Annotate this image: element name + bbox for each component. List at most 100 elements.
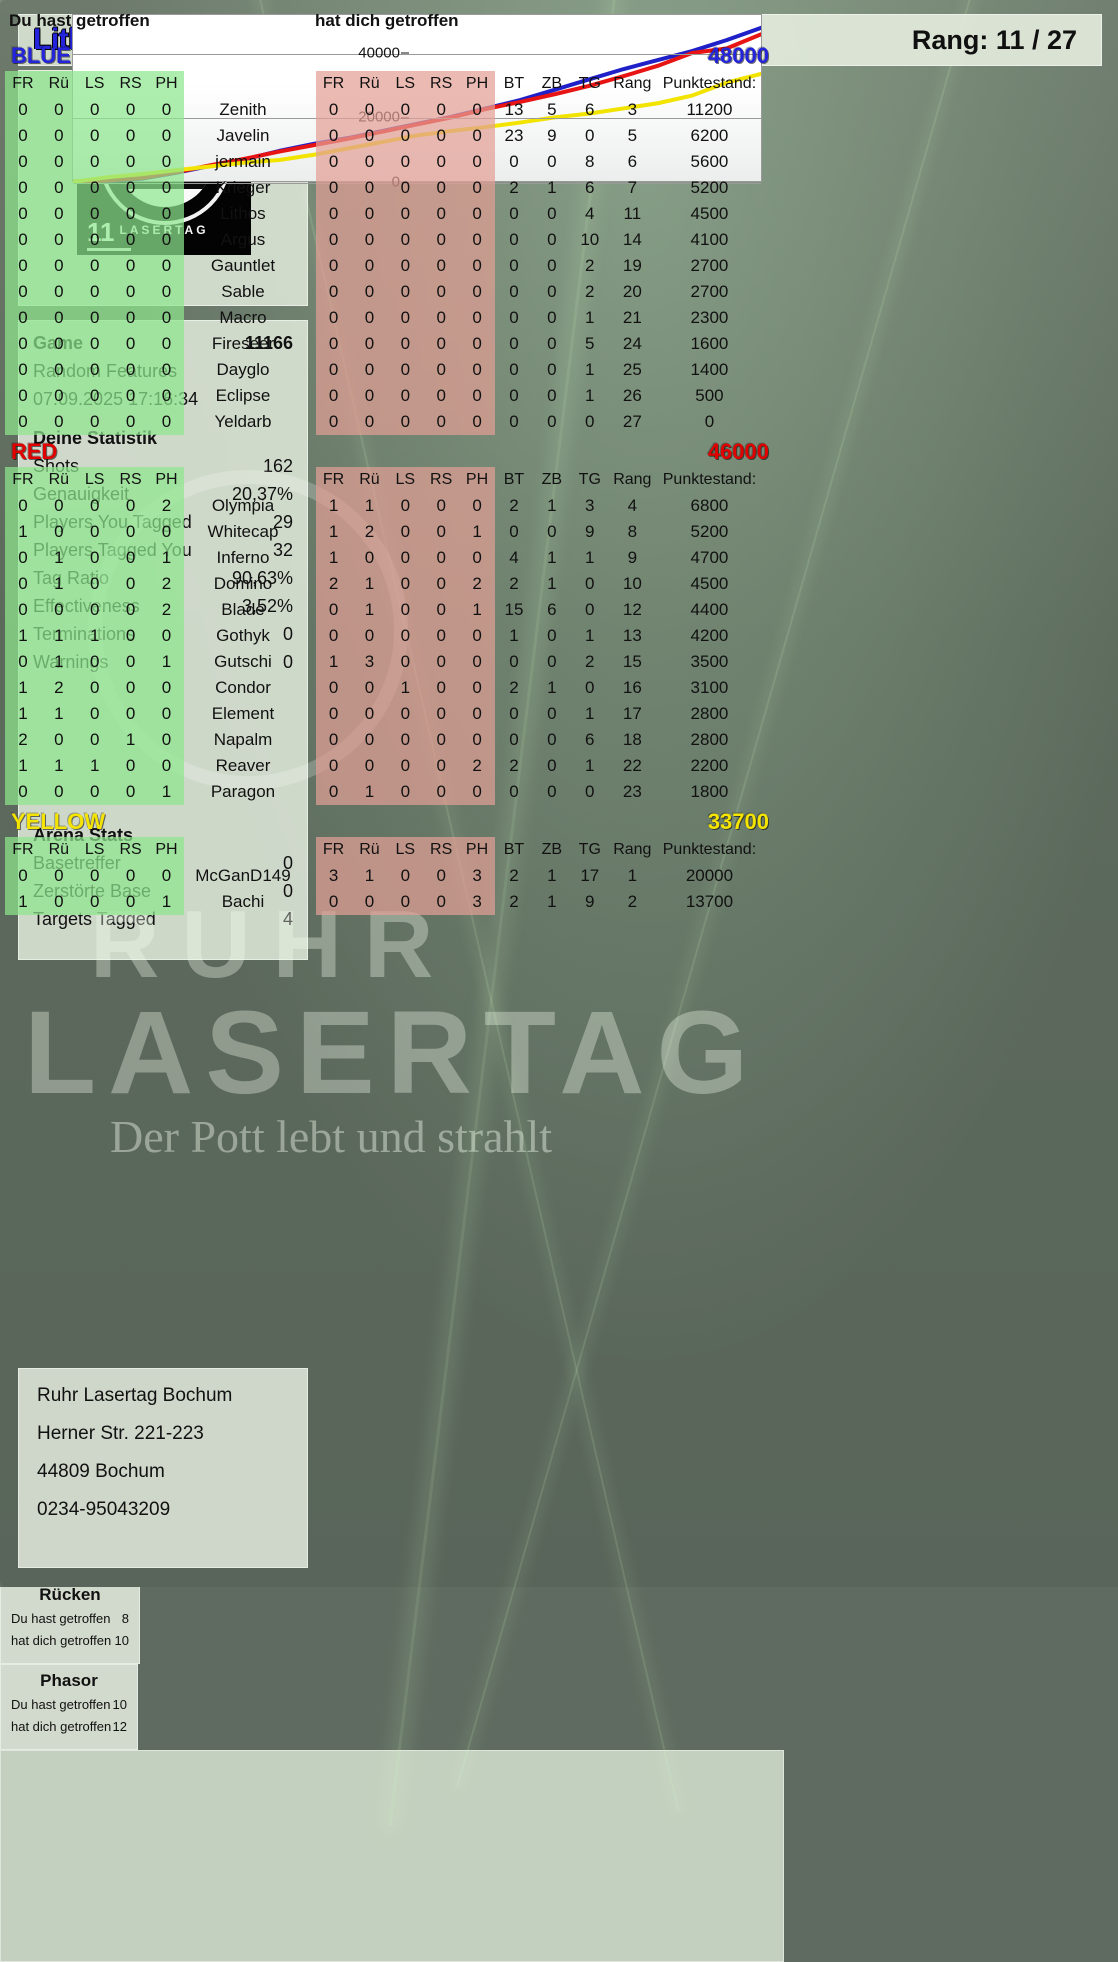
cell-got: 0 [459, 253, 495, 279]
cell-hit: 0 [148, 305, 185, 331]
cell-player-name: Gutschi [214, 652, 272, 671]
cell-got: 0 [315, 675, 352, 701]
cell-got: 0 [387, 597, 424, 623]
cell-player-name: Condor [215, 678, 271, 697]
cell-player-name: Olympia [211, 496, 275, 515]
cell-rang: 22 [622, 756, 642, 775]
table-row[interactable]: 0 0 0 0 0 Eclipse 0 0 0 0 0 0 0 1 26 500 [5, 383, 775, 409]
table-row[interactable]: 0 0 0 0 0 McGanD149 3 1 0 0 3 2 1 17 1 20000 [5, 863, 775, 889]
cell-hit: 0 [112, 493, 149, 519]
bodypart-title: Rücken [39, 1585, 101, 1604]
cell-hit: 0 [112, 149, 149, 175]
bodypart-hit-row: Du hast getroffen 8 [11, 1611, 129, 1626]
table-row[interactable]: 0 0 0 0 2 Blade 0 1 0 0 1 15 6 0 12 4400 [5, 597, 775, 623]
cell-hit: 2 [148, 571, 185, 597]
table-row[interactable]: 1 1 1 0 0 Reaver 0 0 0 0 2 2 0 1 22 2200 [5, 753, 775, 779]
table-row[interactable]: 1 1 0 0 0 Element 0 0 0 0 0 0 0 1 17 2800 [5, 701, 775, 727]
table-row[interactable]: 0 0 0 0 0 Yeldarb 0 0 0 0 0 0 0 0 27 0 [5, 409, 775, 435]
cell-hit: 0 [76, 571, 113, 597]
cell-got: 0 [387, 357, 424, 383]
column-header-ZB: ZB [541, 471, 563, 488]
cell-points: 5200 [690, 178, 729, 197]
bodypart-value: 12 [112, 1719, 127, 1734]
bodypart-panel-phasor: Phasor Du hast getroffen 10 hat dich getrof… [0, 1664, 138, 1750]
column-header-got-Rü: Rü [351, 467, 388, 493]
cell-zb: 1 [547, 866, 557, 885]
cell-hit: 0 [112, 675, 149, 701]
cell-hit: 0 [76, 597, 113, 623]
cell-points: 2300 [690, 308, 729, 327]
cell-tg: 1 [585, 704, 595, 723]
venue-address-panel: Ruhr Lasertag Bochum Herner Str. 221-223 4… [18, 1368, 308, 1568]
cell-zb: 1 [547, 892, 557, 911]
cell-got: 1 [351, 571, 388, 597]
table-row[interactable]: 0 0 0 0 0 Dayglo 0 0 0 0 0 0 0 1 25 1400 [5, 357, 775, 383]
cell-points: 5200 [690, 522, 729, 541]
cell-got: 0 [351, 253, 388, 279]
cell-got: 1 [351, 597, 388, 623]
table-row[interactable]: 0 0 0 0 0 Sable 0 0 0 0 0 0 0 2 20 2700 [5, 279, 775, 305]
cell-hit: 0 [112, 409, 149, 435]
table-row[interactable]: 0 0 0 0 1 Paragon 0 1 0 0 0 0 0 0 23 1800 [5, 779, 775, 805]
cell-hit: 0 [76, 701, 113, 727]
table-row[interactable]: 0 0 0 0 0 Argus 0 0 0 0 0 0 0 10 14 4100 [5, 227, 775, 253]
table-row[interactable]: 0 0 0 0 2 Olympia 1 1 0 0 0 2 1 3 4 6800 [5, 493, 775, 519]
table-row[interactable]: 0 1 0 0 1 Gutschi 1 3 0 0 0 0 0 2 15 3500 [5, 649, 775, 675]
cell-hit: 0 [112, 305, 149, 331]
table-row[interactable]: 2 0 0 1 0 Napalm 0 0 0 0 0 0 0 6 18 2800 [5, 727, 775, 753]
cell-hit: 0 [5, 227, 41, 253]
cell-hit: 0 [112, 779, 149, 805]
cell-got: 1 [315, 493, 352, 519]
cell-bt: 2 [509, 678, 519, 697]
table-row[interactable]: 0 0 0 0 0 Krieger 0 0 0 0 0 2 1 6 7 5200 [5, 175, 775, 201]
table-row[interactable]: 1 2 0 0 0 Condor 0 0 1 0 0 2 1 0 16 3100 [5, 675, 775, 701]
cell-player-name: Argus [220, 230, 266, 249]
table-row[interactable]: 0 0 0 0 0 Javelin 0 0 0 0 0 23 9 0 5 6200 [5, 123, 775, 149]
cell-points: 2700 [690, 282, 729, 301]
cell-rang: 25 [622, 360, 642, 379]
table-row[interactable]: 0 0 0 0 0 Fireseer 0 0 0 0 0 0 0 5 24 1600 [5, 331, 775, 357]
table-row[interactable]: 0 0 0 0 0 Lithos 0 0 0 0 0 0 0 4 11 4500 [5, 201, 775, 227]
cell-got: 0 [387, 149, 424, 175]
bodypart-label: Du hast getroffen [11, 1697, 111, 1712]
cell-hit: 1 [40, 623, 77, 649]
chart-y-tick-label: 40000 [358, 44, 409, 62]
cell-got: 0 [315, 701, 352, 727]
table-row[interactable]: 0 0 0 0 0 Zenith 0 0 0 0 0 13 5 6 3 11200 [5, 97, 775, 123]
cell-hit: 1 [5, 753, 41, 779]
cell-got: 0 [459, 727, 495, 753]
table-row[interactable]: 0 1 0 0 2 Domino 2 1 0 0 2 2 1 0 10 4500 [5, 571, 775, 597]
cell-got: 0 [423, 889, 460, 915]
cell-zb: 0 [547, 704, 557, 723]
cell-points: 4400 [690, 600, 729, 619]
cell-got: 0 [423, 571, 460, 597]
address-line: 0234-95043209 [37, 1499, 171, 1520]
column-header-hit-RS: RS [112, 467, 149, 493]
table-row[interactable]: 1 0 0 0 1 Bachi 0 0 0 0 3 2 1 9 2 13700 [5, 889, 775, 915]
table-row[interactable]: 0 0 0 0 0 jermain 0 0 0 0 0 0 0 8 6 5600 [5, 149, 775, 175]
cell-hit: 0 [76, 227, 113, 253]
bodypart-panel-back: Rücken Du hast getroffen 8 hat dich getroff… [0, 1578, 140, 1664]
cell-got: 0 [315, 779, 352, 805]
cell-got: 0 [459, 97, 495, 123]
cell-zb: 0 [547, 360, 557, 379]
cell-player-name: McGanD149 [195, 866, 291, 885]
table-row[interactable]: 0 0 0 0 0 Gauntlet 0 0 0 0 0 0 0 2 19 2700 [5, 253, 775, 279]
cell-got: 0 [459, 383, 495, 409]
cell-got: 1 [459, 519, 495, 545]
cell-got: 0 [315, 305, 352, 331]
cell-hit: 0 [40, 409, 77, 435]
table-row[interactable]: 0 0 0 0 0 Macro 0 0 0 0 0 0 0 1 21 2300 [5, 305, 775, 331]
cell-hit: 0 [5, 779, 41, 805]
cell-hit: 0 [40, 201, 77, 227]
cell-hit: 0 [112, 201, 149, 227]
cell-hit: 0 [112, 123, 149, 149]
team-header-red: RED 46000 [5, 437, 773, 467]
table-row[interactable]: 0 1 0 0 1 Inferno 1 0 0 0 0 4 1 1 9 4700 [5, 545, 775, 571]
cell-got: 1 [351, 779, 388, 805]
table-row[interactable]: 1 0 0 0 0 Whitecap 1 2 0 0 1 0 0 9 8 5200 [5, 519, 775, 545]
cell-tg: 0 [585, 574, 595, 593]
cell-got: 0 [387, 331, 424, 357]
table-row[interactable]: 1 1 1 0 0 Gothyk 0 0 0 0 0 1 0 1 13 4200 [5, 623, 775, 649]
cell-tg: 0 [585, 678, 595, 697]
